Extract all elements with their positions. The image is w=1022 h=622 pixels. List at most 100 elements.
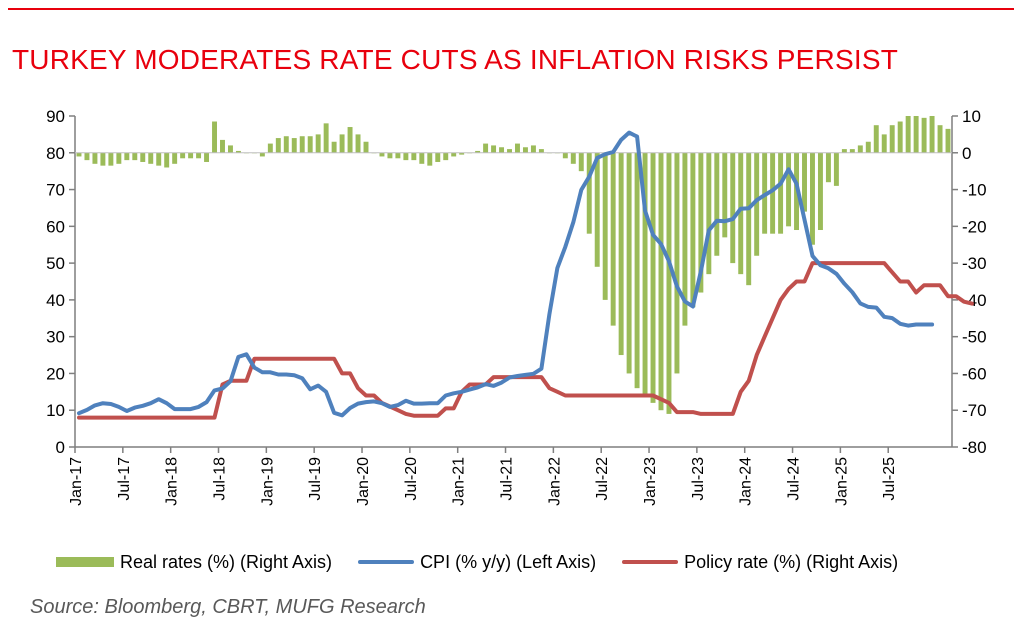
- real-rate-bar: [626, 152, 632, 374]
- x-axis-tick-label: Jan-25: [833, 457, 850, 506]
- real-rate-bar: [331, 141, 337, 153]
- x-axis-tick-label: Jul-19: [307, 457, 324, 501]
- real-rate-bar: [235, 150, 241, 153]
- real-rate-bar: [825, 152, 831, 183]
- real-rate-bar: [499, 147, 505, 153]
- top-rule: [8, 8, 1014, 10]
- right-axis-tick-label: 0: [962, 144, 971, 163]
- real-rate-bar: [706, 152, 712, 275]
- real-rate-bar: [945, 128, 951, 153]
- real-rate-bar: [610, 152, 616, 326]
- real-rate-bar: [419, 152, 425, 164]
- x-axis-tick-label: Jul-18: [212, 457, 229, 501]
- right-axis-tick-label: -50: [962, 328, 987, 347]
- real-rate-bar: [483, 143, 489, 153]
- real-rate-bar: [929, 116, 935, 153]
- legend-label-real-rates: Real rates (%) (Right Axis): [120, 551, 333, 572]
- real-rate-bar: [164, 152, 170, 168]
- right-axis-tick-label: -70: [962, 401, 987, 420]
- right-axis-tick-label: -40: [962, 291, 987, 310]
- real-rate-bar: [395, 152, 401, 159]
- legend-swatch-real-rates: [56, 557, 114, 567]
- real-rates-bars: [76, 116, 951, 414]
- x-axis-tick-label: Jan-20: [355, 457, 372, 506]
- x-axis-tick-label: Jul-20: [403, 457, 420, 501]
- left-axis-tick-label: 60: [46, 217, 65, 236]
- real-rate-bar: [786, 152, 792, 227]
- real-rate-bar: [642, 152, 648, 396]
- real-rate-bar: [770, 152, 776, 234]
- real-rate-bar: [530, 145, 536, 153]
- x-axis-tick-label: Jan-21: [451, 457, 468, 506]
- left-axis-tick-label: 80: [46, 144, 65, 163]
- real-rate-bar: [172, 152, 178, 164]
- real-rate-bar: [666, 152, 672, 414]
- real-rate-bar: [84, 152, 90, 161]
- legend-item-cpi: CPI (% y/y) (Left Axis): [358, 552, 596, 573]
- left-axis-tick-label: 20: [46, 364, 65, 383]
- legend-swatch-cpi: [358, 560, 415, 564]
- x-axis-tick-label: Jan-22: [546, 457, 563, 506]
- left-axis-tick-label: 10: [46, 401, 65, 420]
- real-rate-bar: [570, 152, 576, 164]
- real-rate-bar: [714, 152, 720, 256]
- left-axis-tick-label: 70: [46, 181, 65, 200]
- real-rate-bar: [507, 149, 512, 153]
- real-rate-bar: [937, 125, 943, 153]
- real-rate-bar: [833, 152, 839, 186]
- real-rate-bar: [116, 152, 122, 164]
- x-axis-tick-label: Jul-17: [116, 457, 133, 501]
- real-rate-bar: [148, 152, 154, 164]
- real-rate-bar: [180, 152, 186, 159]
- real-rate-bar: [459, 152, 465, 155]
- x-axis-tick-label: Jan-23: [642, 457, 659, 506]
- right-axis-tick-label: 10: [962, 107, 981, 126]
- real-rate-bar: [379, 152, 385, 157]
- real-rate-bar: [658, 152, 664, 411]
- real-rate-bar: [427, 152, 433, 166]
- real-rate-bar: [227, 145, 233, 153]
- x-axis-tick-label: Jul-22: [594, 457, 611, 501]
- legend: Real rates (%) (Right Axis) CPI (% y/y) …: [56, 550, 924, 574]
- right-axis-tick-label: -60: [962, 364, 987, 383]
- real-rate-bar: [738, 152, 744, 275]
- real-rate-bar: [690, 152, 696, 308]
- axis-ticks: 0 10 20 30 40 50 60 70 80 90 -80 -70 -60 -50 -40 -30 -20…: [46, 107, 987, 506]
- real-rate-bar: [618, 152, 624, 356]
- legend-label-cpi: CPI (% y/y) (Left Axis): [420, 551, 597, 572]
- axes: [74, 116, 953, 448]
- real-rate-bar: [475, 150, 481, 153]
- real-rate-bar: [841, 149, 847, 153]
- real-rate-bar: [562, 152, 568, 159]
- real-rate-bar: [435, 152, 441, 162]
- x-axis-tick-label: Jul-24: [786, 457, 803, 501]
- real-rate-bar: [515, 143, 520, 153]
- real-rate-bar: [92, 152, 98, 164]
- real-rate-bar: [132, 152, 138, 161]
- legend-swatch-policy-rate: [622, 560, 679, 564]
- real-rate-bar: [746, 152, 752, 286]
- real-rate-bar: [108, 152, 114, 166]
- real-rate-bar: [602, 152, 608, 300]
- real-rate-bar: [140, 152, 146, 162]
- real-rate-bar: [76, 152, 82, 157]
- real-rate-bar: [315, 134, 321, 153]
- real-rate-bar: [873, 125, 879, 153]
- x-axis-tick-label: Jan-19: [259, 457, 276, 506]
- legend-label-policy-rate: Policy rate (%) (Right Axis): [684, 551, 899, 572]
- source-note: Source: Bloomberg, CBRT, MUFG Research: [30, 596, 426, 618]
- real-rate-bar: [778, 152, 784, 234]
- real-rate-bar: [889, 125, 895, 153]
- real-rate-bar: [196, 152, 202, 159]
- real-rate-bar: [363, 141, 369, 153]
- real-rate-bar: [100, 152, 106, 166]
- real-rate-bar: [682, 152, 688, 326]
- real-rate-bar: [650, 152, 656, 403]
- left-axis-tick-label: 50: [46, 254, 65, 273]
- real-rate-bar: [698, 152, 704, 293]
- real-rate-bar: [810, 152, 815, 245]
- real-rate-bar: [921, 117, 927, 153]
- real-rate-bar: [857, 145, 863, 153]
- legend-item-real-rates: Real rates (%) (Right Axis): [56, 552, 332, 573]
- real-rate-bar: [674, 152, 680, 374]
